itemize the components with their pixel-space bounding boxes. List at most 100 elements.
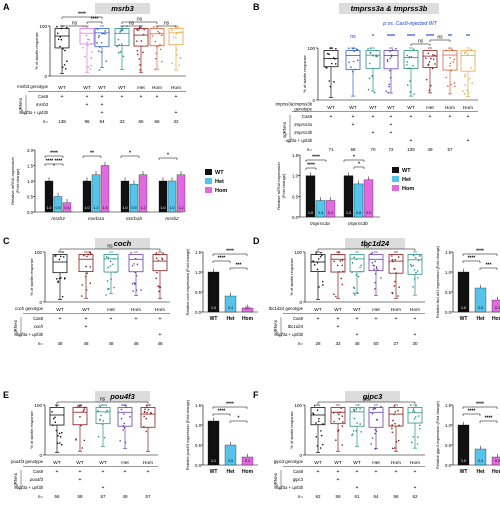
data-point: [83, 254, 85, 257]
y-tick-label: 0: [44, 74, 47, 79]
n-value: 57: [100, 494, 106, 499]
sig-label: *: [167, 153, 169, 159]
data-point: [412, 254, 415, 257]
y-tick-label: 0: [39, 300, 42, 305]
data-point: [97, 435, 100, 438]
data-point: [394, 422, 396, 425]
data-point: [355, 408, 358, 410]
y-tick-label: 0.5: [195, 290, 202, 295]
data-point: [86, 41, 88, 44]
data-point: [341, 444, 344, 446]
data-point: [470, 67, 472, 69]
data-point: [463, 52, 466, 54]
sig-label: ****: [476, 249, 484, 255]
data-point: [140, 289, 142, 291]
data-point: [140, 40, 143, 42]
data-point: [352, 430, 355, 432]
bar-category-label: Hom: [492, 469, 500, 475]
y-tick-label: 0: [39, 453, 42, 458]
data-point: [393, 405, 396, 407]
sgrna-mark: +: [121, 94, 124, 100]
data-point: [122, 55, 125, 58]
data-point: [353, 417, 356, 420]
sgrnas-label: sgRNAs: [273, 473, 278, 489]
data-point: [466, 53, 469, 55]
data-point: [373, 91, 376, 94]
data-point: [154, 40, 157, 43]
data-point: [62, 256, 65, 258]
data-point: [367, 88, 370, 91]
data-point: [136, 263, 139, 266]
data-point: [85, 265, 87, 268]
sgrna-row-label: upf3a + upf3b: [277, 332, 304, 337]
genotype-value: Hom: [143, 460, 153, 466]
box: [49, 407, 65, 426]
sgrna-mark: +: [395, 316, 398, 322]
data-point: [136, 49, 139, 52]
data-point: [374, 428, 376, 431]
box: [168, 28, 184, 46]
data-point: [122, 429, 124, 431]
sig-label: ****: [218, 409, 226, 415]
y-tick-label: 100: [39, 24, 47, 29]
data-point: [449, 65, 451, 67]
genotype-value: Het: [372, 307, 380, 313]
data-point: [106, 280, 109, 282]
y-tick-label: 1.5: [195, 403, 202, 408]
sgrna-mark: +: [156, 94, 159, 100]
data-point: [410, 265, 413, 267]
data-point: [326, 52, 329, 55]
genotype-value: Het: [372, 460, 380, 466]
data-point: [177, 26, 180, 28]
data-point: [450, 83, 452, 86]
data-point: [391, 427, 393, 430]
data-point: [84, 406, 86, 409]
data-point: [391, 292, 394, 295]
data-point: [425, 78, 428, 81]
data-point: [57, 434, 59, 437]
data-point: [350, 66, 352, 68]
bar-category-label: WT: [210, 316, 218, 322]
data-point: [386, 60, 389, 63]
y-tick-label: 1.0: [445, 423, 452, 428]
data-point: [320, 254, 323, 257]
legend-label-hom: Hom: [215, 188, 227, 194]
significance-note: p vs. Cas9-injected WT: [382, 21, 437, 27]
sig-vs-wt: ****: [407, 34, 416, 40]
sig-label: ns: [72, 21, 78, 27]
data-point: [134, 271, 136, 274]
sgrna-mark: +: [410, 138, 413, 144]
data-point: [429, 84, 432, 87]
data-point: [138, 58, 141, 60]
sgrna-mark: +: [356, 332, 359, 338]
sgrnas-label: sgRNAs: [18, 98, 23, 114]
n-value: 65: [138, 119, 144, 124]
sgrna-mark: +: [175, 110, 178, 116]
genotype-value: WT: [53, 460, 61, 466]
data-point: [354, 68, 357, 71]
genotype-value: WT: [349, 105, 357, 111]
genotype-value: Hom: [131, 307, 141, 313]
data-point: [408, 67, 411, 70]
bar-value-label: 0.4: [478, 459, 483, 463]
data-point: [143, 426, 145, 428]
data-point: [75, 439, 77, 441]
genotype-value: Hom: [152, 85, 162, 91]
data-point: [352, 60, 355, 63]
data-point: [83, 408, 86, 411]
data-point: [336, 264, 339, 267]
panel-title-bar: [95, 391, 150, 402]
data-point: [62, 251, 64, 253]
data-point: [380, 405, 382, 408]
data-point: [318, 286, 320, 288]
data-point: [395, 47, 397, 50]
sgrna-mark: +: [124, 469, 127, 475]
sig-label: ns: [164, 21, 170, 27]
sig-vs-wt: ****: [387, 34, 396, 40]
data-point: [136, 28, 138, 31]
data-point: [313, 264, 316, 266]
y-tick-label: 100: [34, 403, 42, 408]
data-point: [320, 251, 322, 254]
data-point: [104, 30, 106, 32]
data-point: [81, 295, 83, 297]
